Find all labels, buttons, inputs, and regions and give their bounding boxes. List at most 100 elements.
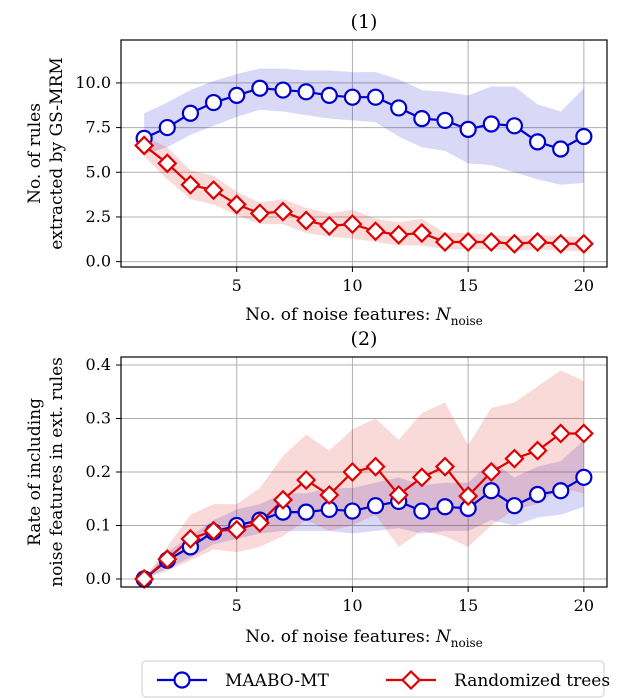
y-axis-label: extracted by GS-MRM [47,57,67,250]
x-axis-label-sub: noise [451,636,483,650]
x-axis-label-text: No. of noise features: [245,305,436,325]
point-maabo-mt [228,86,246,105]
point-randomized-trees [481,231,502,253]
panel-1: 5 10 15 20 0.0 2.5 5.0 7.5 10.0 (1) No. of noise f… [25,11,608,328]
point-randomized-trees [319,215,340,236]
point-randomized-trees [527,440,548,461]
point-randomized-trees [388,484,409,506]
point-randomized-trees [481,461,502,483]
point-maabo-mt [297,83,315,101]
x-tick-label: 20 [574,276,594,295]
y-axis-label: No. of rules [25,103,45,204]
point-randomized-trees [203,520,224,541]
point-maabo-mt [251,79,269,97]
point-maabo-mt [575,127,593,146]
point-maabo-mt [366,88,385,106]
x-axis-label-var: N [435,627,452,647]
point-maabo-mt [528,133,547,151]
point-maabo-mt [505,117,524,135]
y-tick-label: 0.0 [86,252,111,271]
x-tick-label: 5 [232,276,242,295]
point-randomized-trees [411,222,432,244]
point-randomized-trees [504,448,525,469]
x-tick-label: 10 [342,276,362,295]
point-randomized-trees [434,231,456,253]
point-maabo-mt [343,88,362,106]
point-maabo-mt [482,482,500,500]
point-randomized-trees [180,174,201,195]
point-randomized-trees [296,210,317,231]
point-maabo-mt [366,497,385,515]
axes-frame [120,39,608,268]
point-maabo-mt [204,93,223,112]
point-randomized-trees [226,194,247,215]
y-axis-label: Rate of including [25,398,45,546]
x-axis-label-var: N [435,305,452,325]
point-randomized-trees [388,224,409,245]
point-randomized-trees [134,135,155,156]
point-randomized-trees [550,233,571,254]
point-randomized-trees [180,528,201,549]
legend-marker-maabo-mt [173,671,191,689]
x-tick-label: 5 [232,596,242,615]
legend-label-randomized-trees: Randomized trees [454,671,610,691]
point-randomized-trees [365,221,386,242]
point-randomized-trees [458,486,479,507]
point-maabo-mt [505,497,524,515]
legend: MAABO-MT Randomized trees [141,660,610,698]
point-randomized-trees [504,233,525,254]
point-randomized-trees [365,456,386,477]
point-randomized-trees [319,484,340,506]
point-randomized-trees [226,519,247,540]
legend-box [141,660,605,698]
point-randomized-trees [203,180,224,201]
y-tick-label: 0.3 [86,409,111,428]
gridlines [121,40,607,267]
band-maabo-mt [144,68,584,185]
panel-title: (1) [351,11,378,33]
point-maabo-mt [436,111,454,130]
y-tick-label: 0.4 [86,355,111,374]
point-maabo-mt [413,110,431,128]
point-randomized-trees [527,231,548,253]
panel-title: (2) [351,328,378,350]
y-tick-label: 2.5 [86,207,111,226]
x-axis-label: No. of noise features: Nnoise [245,627,483,650]
point-maabo-mt [320,86,338,105]
point-maabo-mt [436,498,454,516]
y-tick-label: 0.1 [86,515,111,534]
point-maabo-mt [482,115,500,133]
point-randomized-trees [411,467,432,488]
point-randomized-trees [249,512,270,533]
point-randomized-trees [342,214,363,235]
point-randomized-trees [157,549,178,570]
panel-2: 5 10 15 20 0.0 0.1 0.2 0.3 0.4 (2) No. of noise fe… [25,328,608,650]
y-tick-label: 0.0 [86,569,111,588]
point-maabo-mt [343,502,362,520]
point-randomized-trees [573,423,594,444]
point-randomized-trees [296,469,317,491]
point-maabo-mt [390,99,408,117]
point-maabo-mt [528,485,547,504]
point-randomized-trees [342,461,363,483]
point-maabo-mt [552,482,570,500]
point-maabo-mt [575,468,593,486]
point-randomized-trees [458,231,479,253]
y-tick-label: 5.0 [86,162,111,181]
point-randomized-trees [272,489,294,510]
point-randomized-trees [434,456,456,477]
point-maabo-mt [274,81,292,99]
x-tick-label: 20 [574,596,594,615]
x-tick-label: 15 [458,276,478,295]
point-maabo-mt [459,120,477,138]
gridlines [121,357,607,587]
y-tick-label: 7.5 [86,118,111,137]
point-randomized-trees [550,423,571,444]
point-maabo-mt [181,104,200,122]
band-randomized-trees [144,370,584,579]
point-maabo-mt [552,140,570,158]
legend-label-maabo-mt: MAABO-MT [225,671,329,691]
y-tick-label: 10.0 [75,73,111,92]
point-randomized-trees [249,203,270,224]
